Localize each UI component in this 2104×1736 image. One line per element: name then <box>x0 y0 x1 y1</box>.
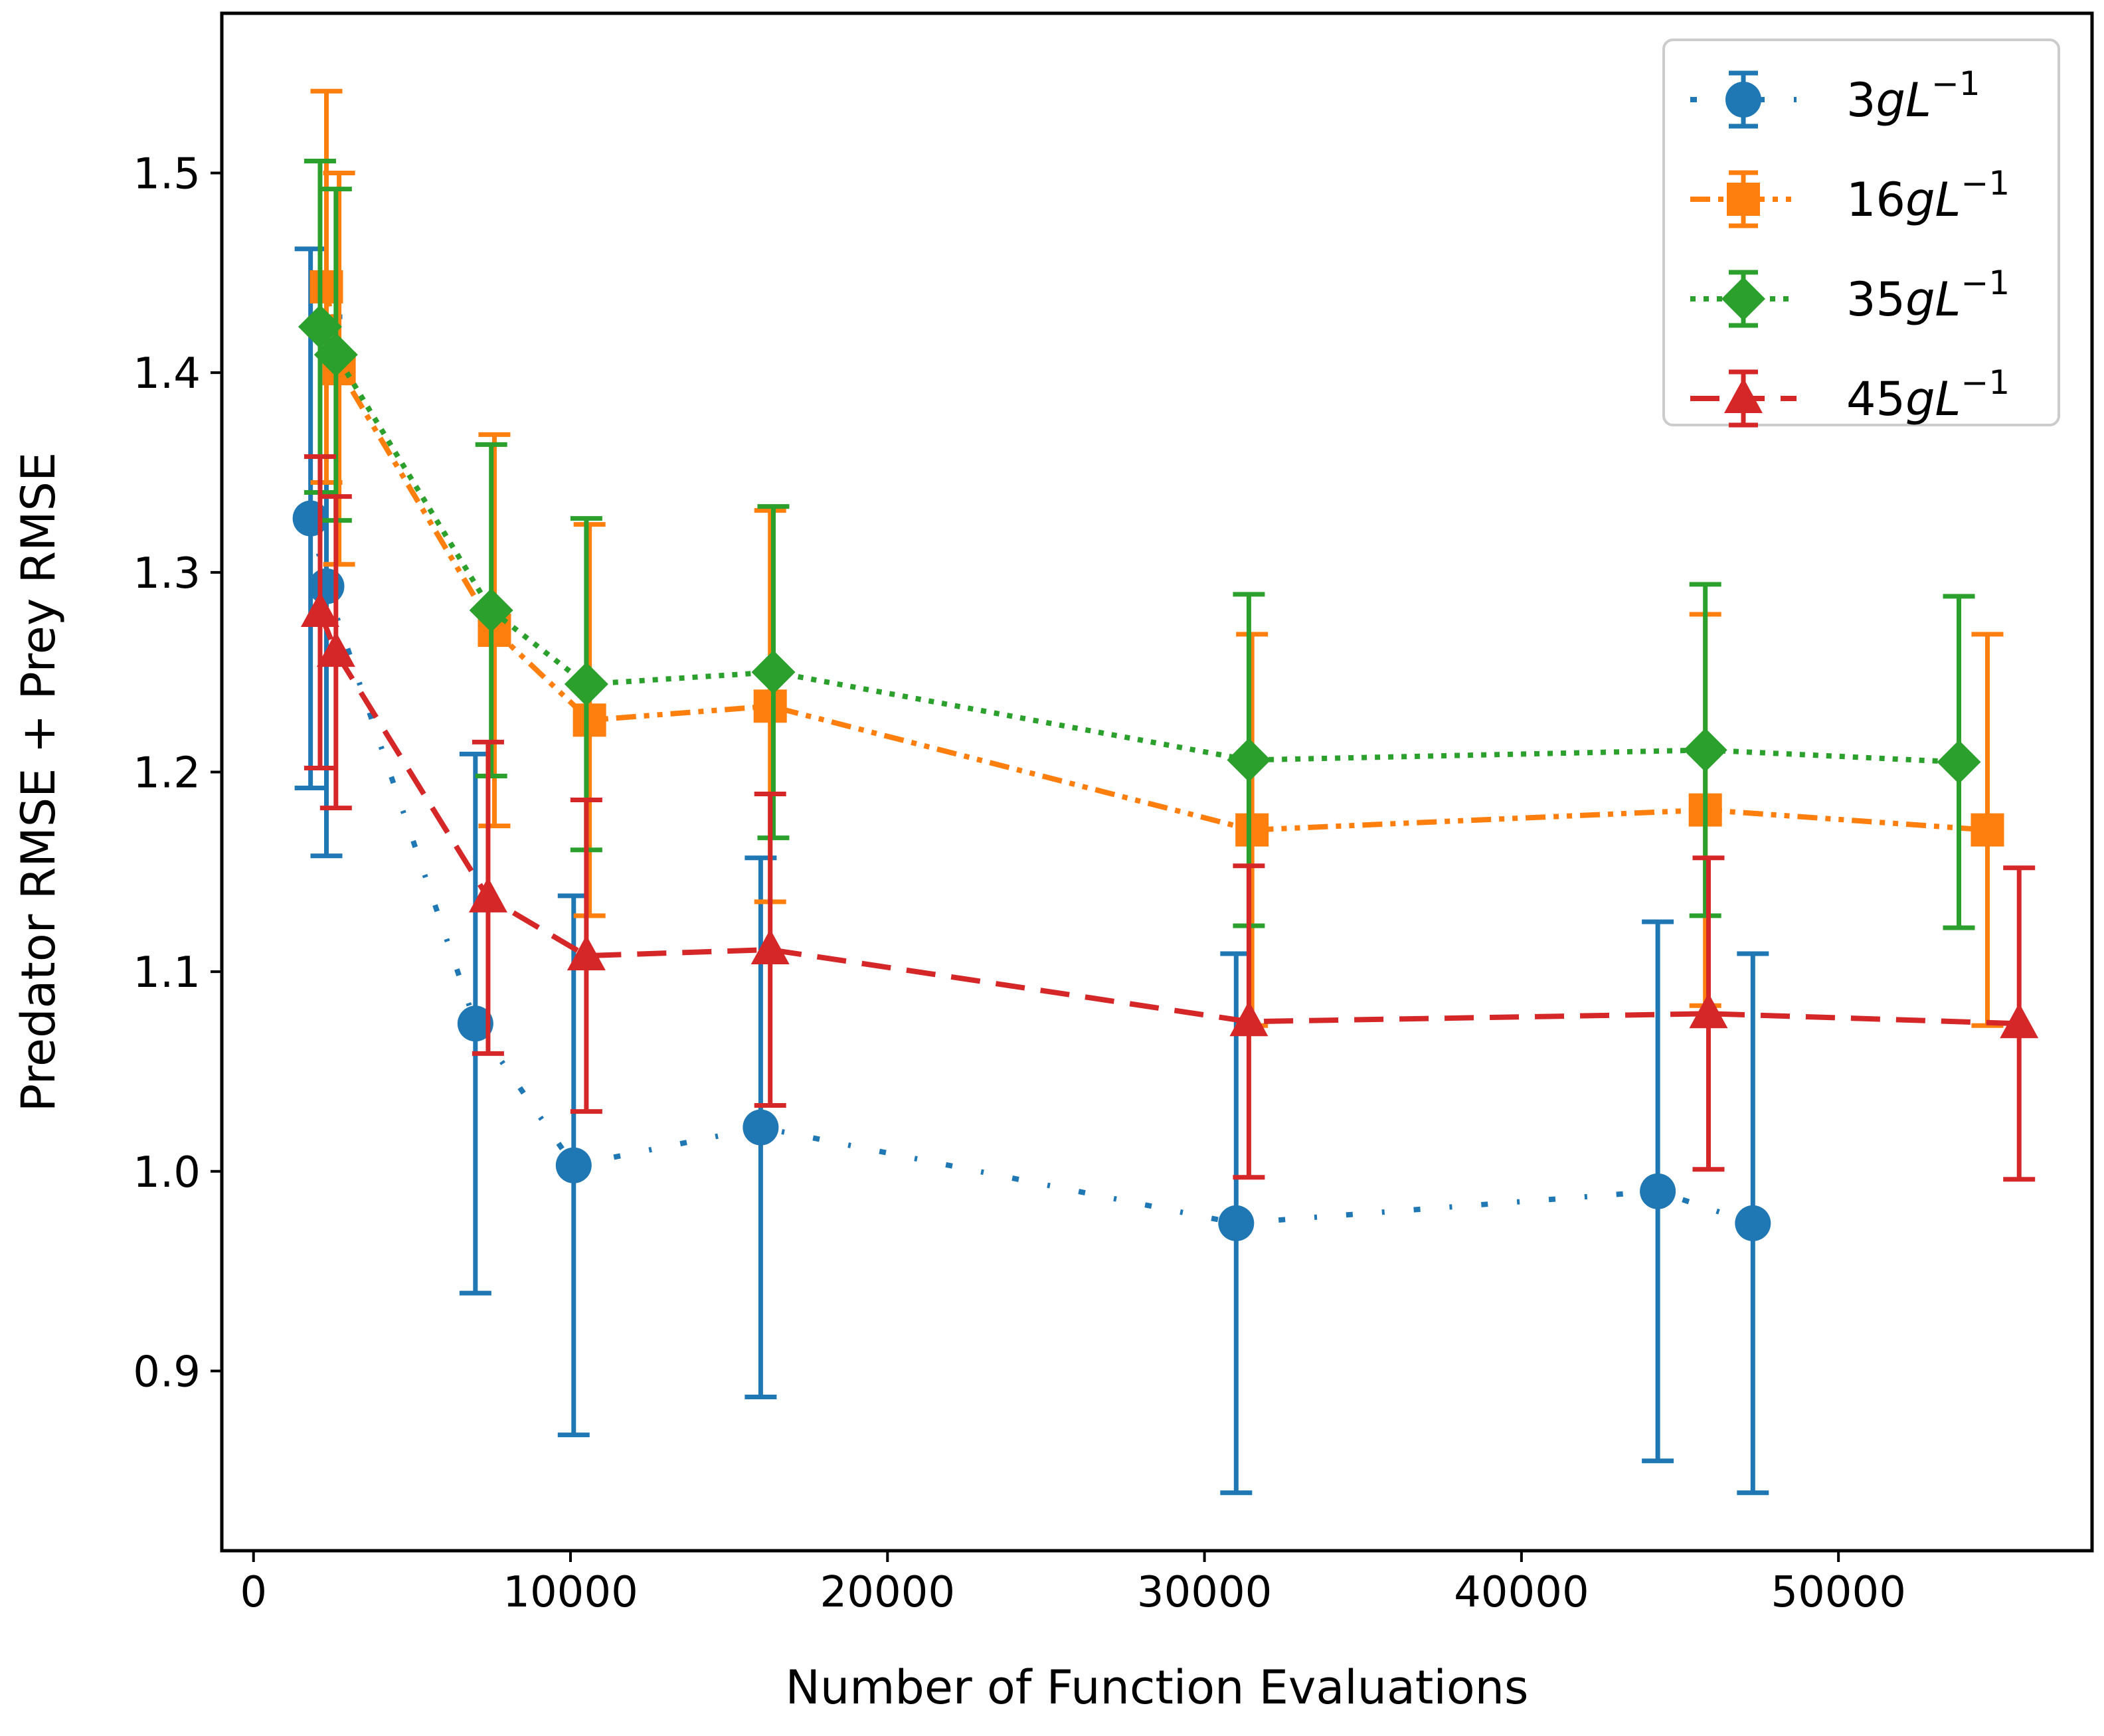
legend-label: 45gL−1 <box>1846 363 2010 426</box>
legend-unit-g: g <box>1905 173 1935 227</box>
data-point <box>1735 1205 1771 1241</box>
legend-entry: 16gL−1 <box>1690 164 2010 228</box>
legend-number: 16 <box>1846 173 1905 227</box>
data-point <box>300 591 339 627</box>
data-point <box>572 703 606 737</box>
axis-ticks: 0 10000 20000 30000 40000 50000 0.9 1.0 1.1 1.2 1.… <box>133 150 1906 1617</box>
legend-unit-L: L <box>1905 73 1931 128</box>
series-line <box>323 286 1988 833</box>
y-tick-label: 1.1 <box>133 948 201 998</box>
data-point <box>1971 813 2004 847</box>
data-point <box>2000 1003 2039 1039</box>
data-point <box>1640 1173 1676 1209</box>
legend-marker <box>1727 183 1760 216</box>
y-axis-label: Predator RMSE + Prey RMSE <box>11 452 66 1112</box>
legend-entry: 45gL−1 <box>1690 363 2010 428</box>
data-point <box>750 929 790 965</box>
legend-unit-g: g <box>1876 73 1905 128</box>
x-tick-label: 50000 <box>1771 1568 1906 1617</box>
data-point <box>457 1005 493 1042</box>
data-point <box>468 877 507 912</box>
y-tick-label: 1.4 <box>133 349 201 398</box>
y-tick-label: 1.0 <box>133 1148 201 1197</box>
legend-unit-L: L <box>1935 272 1961 327</box>
data-point <box>743 1109 779 1146</box>
data-point <box>567 935 606 971</box>
data-point <box>313 333 358 377</box>
legend-label: 3gL−1 <box>1846 64 1980 128</box>
y-tick-label: 1.3 <box>133 549 201 598</box>
data-point <box>469 588 513 632</box>
y-tick-label: 0.9 <box>133 1347 201 1397</box>
data-point <box>308 568 345 604</box>
legend-marker <box>1721 277 1765 321</box>
legend-number: 3 <box>1846 73 1876 128</box>
data-point <box>1235 813 1269 847</box>
legend-unit-g: g <box>1905 272 1935 327</box>
data-point <box>1937 740 1981 784</box>
series-line <box>317 611 2020 1027</box>
data-point <box>1229 1001 1269 1037</box>
legend-exponent: −1 <box>1961 164 2010 203</box>
x-tick-label: 20000 <box>820 1568 956 1617</box>
data-point <box>298 305 342 349</box>
series-45gl <box>300 454 2039 1182</box>
legend-entry: 35gL−1 <box>1690 264 2010 328</box>
series-line <box>307 517 1754 1226</box>
x-tick-label: 0 <box>240 1568 267 1617</box>
x-tick-label: 40000 <box>1454 1568 1589 1617</box>
data-point <box>1683 728 1727 772</box>
legend-marker <box>1724 378 1763 413</box>
series-3gl <box>292 246 1771 1496</box>
data-point <box>751 650 796 695</box>
y-tick-label: 1.5 <box>133 150 201 199</box>
x-tick-label: 10000 <box>503 1568 638 1617</box>
legend-label: 16gL−1 <box>1846 164 2010 227</box>
legend-exponent: −1 <box>1931 64 1980 103</box>
legend-label: 35gL−1 <box>1846 264 2010 327</box>
legend-number: 35 <box>1846 272 1905 327</box>
legend-unit-L: L <box>1935 372 1961 426</box>
y-tick-label: 1.2 <box>133 748 201 798</box>
legend-marker <box>1725 82 1761 118</box>
data-point <box>1227 738 1271 782</box>
legend-unit-L: L <box>1935 173 1961 227</box>
legend-exponent: −1 <box>1961 264 2010 302</box>
legend-entry: 3gL−1 <box>1690 64 1980 129</box>
data-point <box>1218 1205 1255 1241</box>
plot-area <box>292 88 2039 1496</box>
x-axis-label: Number of Function Evaluations <box>786 1660 1529 1715</box>
legend-unit-g: g <box>1905 372 1935 426</box>
data-point <box>753 689 787 723</box>
legend-number: 45 <box>1846 372 1905 426</box>
series-line <box>317 325 1959 765</box>
data-point <box>555 1147 592 1183</box>
data-point <box>316 632 355 667</box>
x-tick-label: 30000 <box>1137 1568 1272 1617</box>
legend-box <box>1662 39 2060 426</box>
data-point <box>1689 993 1728 1029</box>
data-point <box>564 662 608 707</box>
axes-frame <box>220 11 2094 1553</box>
legend-exponent: −1 <box>1961 363 2010 402</box>
